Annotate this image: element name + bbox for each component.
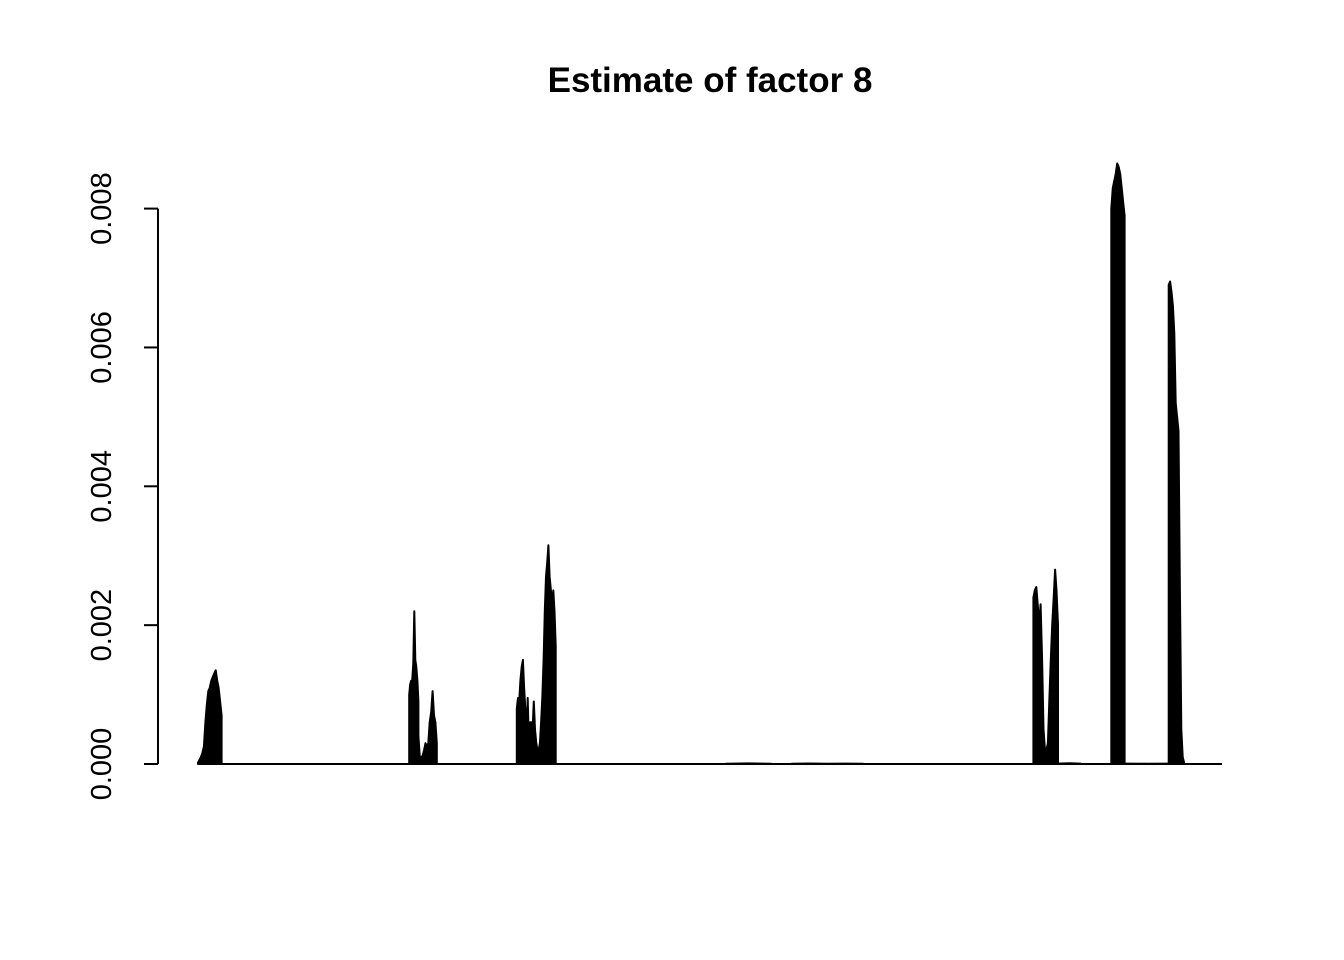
y-tick-label: 0.002 xyxy=(86,589,118,662)
series-peak xyxy=(1057,762,1082,765)
series-peak xyxy=(408,610,420,765)
series-peak xyxy=(790,762,865,765)
series-peak xyxy=(1110,162,1126,765)
y-tick-label: 0.008 xyxy=(86,172,118,245)
y-tick-label: 0.006 xyxy=(86,311,118,384)
y-axis: 0.000 0.002 0.004 0.006 0.008 xyxy=(86,172,159,801)
series-peak xyxy=(1167,280,1186,765)
chart-title: Estimate of factor 8 xyxy=(548,61,873,100)
y-tick-label: 0.000 xyxy=(86,728,118,801)
series-peak xyxy=(1032,568,1059,765)
series-peak xyxy=(724,762,772,765)
y-tick-label: 0.004 xyxy=(86,450,118,523)
series-peak xyxy=(197,669,223,765)
series-line xyxy=(197,162,1222,765)
series-peak xyxy=(515,544,557,765)
series-peak xyxy=(417,690,438,765)
